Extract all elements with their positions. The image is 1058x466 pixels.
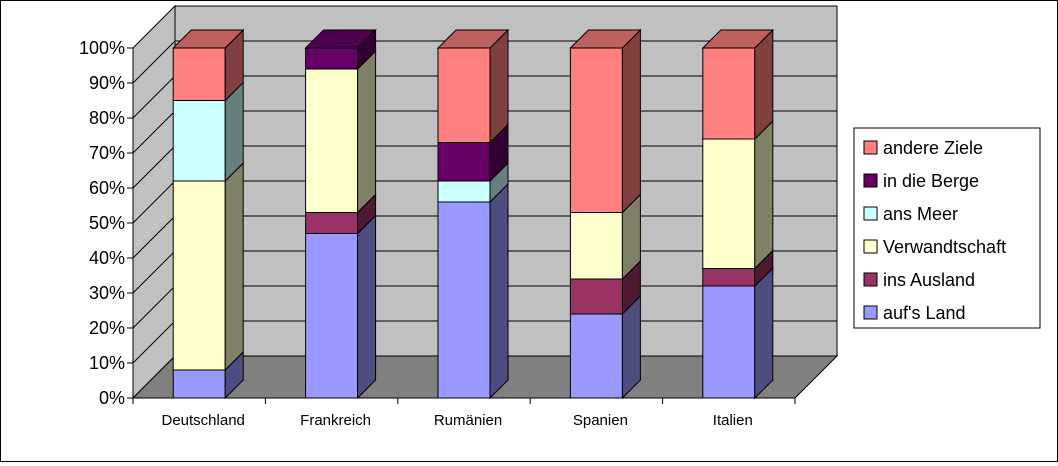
y-tick-label: 60%	[89, 178, 125, 198]
bar-segment	[702, 268, 756, 287]
legend-item: andere Ziele	[863, 138, 983, 158]
bar-segment	[305, 233, 359, 399]
bar-segment	[569, 212, 623, 280]
y-tick-label: 40%	[89, 248, 125, 268]
bar-segment	[305, 68, 359, 213]
legend-swatch	[863, 272, 878, 287]
legend-swatch	[863, 140, 878, 155]
y-tick-label: 20%	[89, 318, 125, 338]
bar-stack-spanien	[569, 28, 642, 400]
legend-item: Verwandtschaft	[863, 237, 1006, 257]
legend-swatch	[863, 305, 878, 320]
bar-segment	[569, 278, 623, 315]
bar-stack-frankreich	[304, 28, 377, 400]
legend: andere Ziele in die Berge ans Meer Verwandt…	[853, 127, 1041, 329]
bar-segment-side	[357, 49, 377, 214]
y-axis-ticks: 0% 10% 20% 30% 40% 50% 60% 70% 80% 90% 100%	[79, 38, 125, 408]
legend-label: ins Ausland	[883, 270, 975, 290]
x-axis-ticks: Deutschland Frankreich Rumänien Spanien Ital…	[162, 412, 753, 429]
bar-segment	[172, 47, 226, 101]
bar-segment-side	[489, 28, 509, 144]
bar-stack-italien	[701, 28, 775, 400]
bar-segment	[172, 180, 226, 371]
bar-segment	[569, 47, 623, 213]
y-tick-label: 90%	[89, 73, 125, 93]
bar-segment-side	[357, 214, 377, 400]
y-tick-label: 80%	[89, 108, 125, 128]
bar-segment-side	[621, 28, 641, 214]
legend-item: ans Meer	[863, 204, 958, 224]
y-tick-label: 70%	[89, 143, 125, 163]
bar-segment	[437, 201, 491, 399]
bar-segment	[305, 212, 359, 234]
bar-segment	[702, 138, 756, 269]
y-tick-label: 50%	[89, 213, 125, 233]
bar-top	[569, 29, 642, 49]
bar-segment	[437, 47, 491, 143]
x-tick-label: Deutschland	[162, 412, 245, 429]
legend-label: ans Meer	[883, 204, 958, 224]
bar-top	[171, 29, 245, 49]
y-tick-label: 0%	[99, 388, 125, 408]
legend-item: auf's Land	[863, 303, 966, 323]
bar-segment	[702, 285, 756, 399]
legend-box	[853, 127, 1041, 329]
legend-label: Verwandtschaft	[883, 237, 1006, 257]
x-tick-label: Rumänien	[434, 412, 502, 429]
legend-item: ins Ausland	[863, 270, 975, 290]
legend-swatch	[863, 239, 878, 254]
bar-segment	[172, 100, 226, 182]
y-tick-label: 100%	[79, 38, 125, 58]
bar-segment	[437, 180, 491, 203]
x-tick-label: Spanien	[573, 412, 628, 429]
legend-swatch	[863, 206, 878, 221]
bar-stack-deutschland	[171, 28, 245, 400]
x-tick-label: Italien	[713, 412, 753, 429]
bar-segment-side	[754, 266, 774, 400]
legend-label: auf's Land	[883, 303, 966, 323]
legend-label: andere Ziele	[883, 138, 983, 158]
bar-segment-side	[489, 182, 509, 400]
bar-segment	[305, 47, 359, 70]
legend-swatch	[863, 173, 878, 188]
bar-segment-side	[754, 119, 774, 270]
bar-top	[436, 29, 510, 49]
bar-segment-side	[754, 28, 774, 141]
bar-top	[304, 29, 377, 49]
legend-item: in die Berge	[863, 171, 979, 191]
bar-segment	[702, 47, 756, 140]
y-tick-label: 10%	[89, 353, 125, 373]
legend-label: in die Berge	[883, 171, 979, 191]
bar-segment	[172, 369, 226, 399]
bars	[171, 28, 775, 400]
bar-top	[701, 29, 775, 49]
x-tick-label: Frankreich	[300, 412, 371, 429]
bar-segment	[569, 313, 623, 399]
bar-segment-side	[224, 161, 244, 372]
bar-segment	[437, 142, 491, 182]
bar-stack-rumänien	[436, 28, 510, 400]
y-tick-label: 30%	[89, 283, 125, 303]
